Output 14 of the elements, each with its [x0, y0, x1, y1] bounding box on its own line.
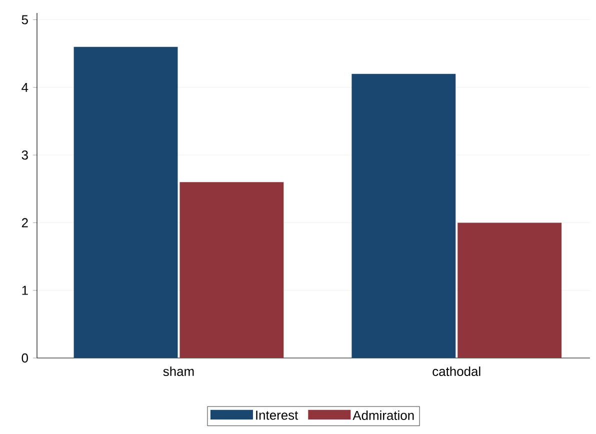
y-tick-label: 4	[22, 82, 28, 92]
y-tick-label: 3	[22, 150, 28, 160]
x-tick-label: sham	[163, 366, 194, 376]
x-tick-label: cathodal	[432, 366, 480, 376]
y-tick-label: 1	[22, 286, 28, 295]
y-tick-label: 5	[22, 15, 28, 24]
legend-label: Interest	[256, 410, 298, 420]
legend-label: Admiration	[352, 410, 414, 420]
bar	[74, 46, 178, 358]
bar	[352, 74, 456, 358]
y-tick-label: 2	[22, 218, 28, 228]
y-tick-label: 0	[22, 353, 28, 363]
bar	[458, 222, 562, 358]
bar	[180, 182, 284, 358]
